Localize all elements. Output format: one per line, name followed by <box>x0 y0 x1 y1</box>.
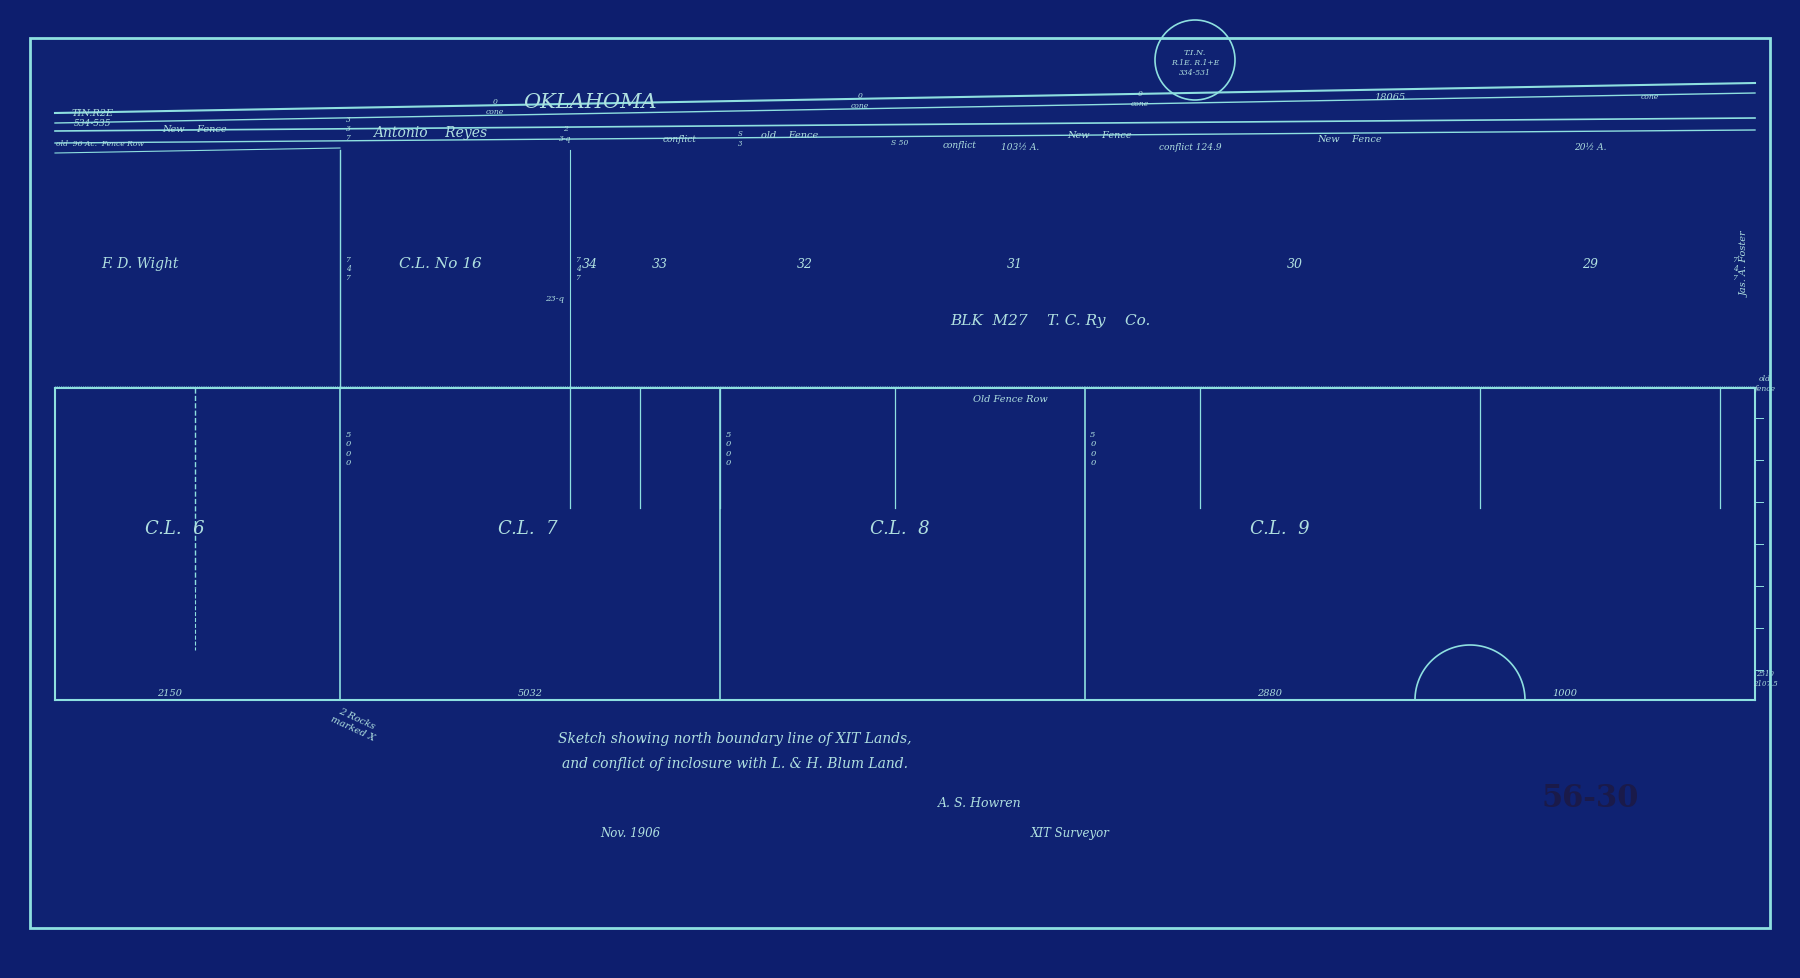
Text: S 50: S 50 <box>891 139 909 147</box>
Text: 23-q: 23-q <box>545 294 565 302</box>
Text: 34: 34 <box>581 257 598 270</box>
Text: 3
3
7: 3 3 7 <box>346 115 351 142</box>
Text: conflict: conflict <box>943 141 977 150</box>
Text: conflict 124.9: conflict 124.9 <box>1159 144 1222 153</box>
Text: 2
3-q: 2 3-q <box>558 125 571 143</box>
Text: R.1E. R.1+E: R.1E. R.1+E <box>1170 59 1219 67</box>
Text: New    Fence: New Fence <box>1318 134 1382 144</box>
Text: BLK  M27    T. C. Ry    Co.: BLK M27 T. C. Ry Co. <box>950 314 1150 328</box>
Text: 2880: 2880 <box>1258 689 1282 697</box>
Text: 0
cone: 0 cone <box>1130 90 1148 108</box>
Text: F. D. Wight: F. D. Wight <box>101 257 178 271</box>
Text: 20½ A.: 20½ A. <box>1573 144 1606 153</box>
Text: 5
0
0
0: 5 0 0 0 <box>725 430 731 467</box>
Text: 7
4
7: 7 4 7 <box>576 255 580 282</box>
Text: OKLAHOMA: OKLAHOMA <box>524 92 657 111</box>
Text: 0
cone: 0 cone <box>486 99 504 115</box>
Text: 5
0
0
0: 5 0 0 0 <box>346 430 351 467</box>
Text: 2 Rocks
marked X: 2 Rocks marked X <box>329 704 382 742</box>
Text: 1000: 1000 <box>1552 689 1577 697</box>
Text: C.L.  7: C.L. 7 <box>499 519 558 538</box>
Text: A. S. Howren: A. S. Howren <box>938 797 1022 810</box>
Text: New    Fence: New Fence <box>162 125 227 134</box>
Text: 33: 33 <box>652 257 668 270</box>
Text: and conflict of inclosure with L. & H. Blum Land.: and conflict of inclosure with L. & H. B… <box>562 756 907 771</box>
Text: 32: 32 <box>797 257 814 270</box>
Text: 5032: 5032 <box>518 689 542 697</box>
Text: old  96 Ac.  Fence Row: old 96 Ac. Fence Row <box>56 140 144 148</box>
Text: C.L.  9: C.L. 9 <box>1251 519 1310 538</box>
Text: C.L. No 16: C.L. No 16 <box>398 257 481 271</box>
Text: 29: 29 <box>1582 257 1598 270</box>
Text: New    Fence: New Fence <box>1067 131 1132 141</box>
Text: Jas. A. Foster: Jas. A. Foster <box>1741 231 1750 296</box>
Text: Nov. 1906: Nov. 1906 <box>599 826 661 840</box>
Text: conflict: conflict <box>662 134 697 144</box>
Text: 18065: 18065 <box>1375 92 1406 102</box>
Text: XIT Surveyor: XIT Surveyor <box>1031 826 1109 840</box>
Text: T.I.N.: T.I.N. <box>1184 49 1206 57</box>
Text: C.L.  6: C.L. 6 <box>146 519 205 538</box>
Text: old
fence: old fence <box>1755 375 1775 392</box>
Text: 103½ A.: 103½ A. <box>1001 144 1039 153</box>
Text: 7
4
7: 7 4 7 <box>346 255 351 282</box>
Text: Antonio    Reyes: Antonio Reyes <box>373 126 488 140</box>
Text: old    Fence: old Fence <box>761 131 819 141</box>
Text: 31: 31 <box>1006 257 1022 270</box>
Text: Old Fence Row: Old Fence Row <box>972 394 1048 403</box>
Text: 7
4
7: 7 4 7 <box>1733 255 1737 282</box>
Text: 30: 30 <box>1287 257 1303 270</box>
Text: S
3: S 3 <box>738 130 742 148</box>
Text: 2510
2107.5: 2510 2107.5 <box>1753 670 1777 687</box>
Text: cone: cone <box>1642 93 1660 101</box>
Text: 334-531: 334-531 <box>1179 68 1211 77</box>
Text: Sketch showing north boundary line of XIT Lands,: Sketch showing north boundary line of XI… <box>558 732 913 745</box>
Text: 534-535: 534-535 <box>74 118 112 127</box>
Text: 0
cone: 0 cone <box>851 92 869 110</box>
Text: 56-30: 56-30 <box>1541 782 1638 814</box>
Text: 5
0
0
0: 5 0 0 0 <box>1091 430 1096 467</box>
Text: 2150: 2150 <box>158 689 182 697</box>
Text: C.L.  8: C.L. 8 <box>869 519 931 538</box>
Text: TIN.R2E: TIN.R2E <box>72 110 113 118</box>
